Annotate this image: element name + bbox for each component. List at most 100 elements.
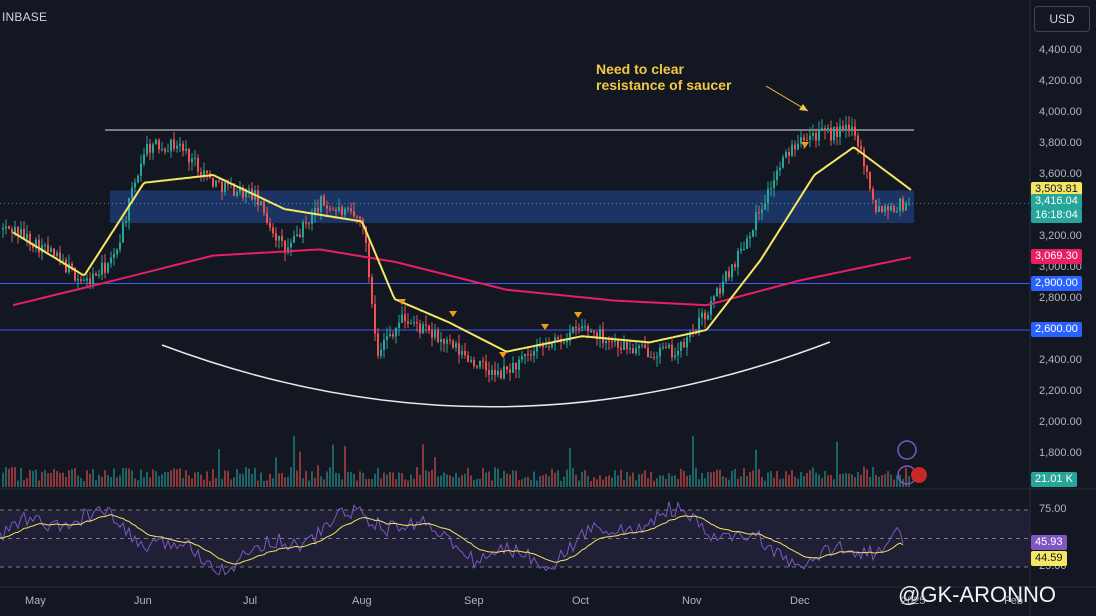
volume-bar: [503, 470, 505, 487]
volume-bar: [428, 471, 430, 487]
candle-body: [710, 300, 712, 315]
volume-bar: [896, 475, 898, 487]
candle-body: [734, 264, 736, 268]
volume-bar: [239, 473, 241, 487]
candle-body: [881, 206, 883, 212]
volume-bar: [644, 470, 646, 487]
volume-bar: [662, 475, 664, 487]
candle-body: [197, 157, 199, 172]
candle-body: [278, 235, 280, 241]
candle-body: [593, 330, 595, 333]
candle-body: [806, 140, 808, 142]
volume-bar: [155, 471, 157, 487]
volume-bar: [551, 468, 553, 487]
volume-series: [2, 435, 910, 487]
candle-body: [848, 124, 850, 130]
candle-body: [506, 366, 508, 370]
volume-bar: [59, 472, 61, 487]
candle-body: [425, 324, 427, 326]
candle-body: [284, 240, 286, 253]
volume-bar: [386, 474, 388, 487]
candle-body: [707, 314, 709, 320]
candle-body: [458, 343, 460, 355]
volume-bar: [749, 472, 751, 487]
volume-bar: [275, 457, 277, 487]
currency-selector[interactable]: USD: [1034, 6, 1090, 32]
volume-bar: [32, 470, 34, 487]
volume-bar: [17, 480, 19, 487]
candle-body: [719, 288, 721, 294]
volume-bar: [752, 470, 754, 487]
time-tick-label: Dec: [790, 595, 810, 607]
candle-body: [791, 144, 793, 156]
volume-bar: [764, 480, 766, 487]
candle-body: [110, 257, 112, 264]
candle-body: [617, 340, 619, 348]
volume-bar: [56, 470, 58, 487]
candle-body: [191, 158, 193, 163]
volume-bar: [104, 470, 106, 487]
volume-bar: [368, 478, 370, 487]
candle-body: [497, 370, 499, 376]
candle-body: [833, 126, 835, 141]
candle-body: [14, 226, 16, 234]
volume-bar: [434, 457, 436, 487]
time-tick-label: Aug: [352, 595, 372, 607]
candle-body: [659, 347, 661, 357]
volume-bar: [53, 469, 55, 487]
candle-body: [176, 145, 178, 149]
volume-bar: [794, 476, 796, 487]
volume-bar: [335, 472, 337, 487]
volume-bar: [803, 475, 805, 487]
candle-body: [572, 326, 574, 333]
candlestick-series: [2, 115, 910, 383]
volume-bar: [680, 468, 682, 487]
volume-bar: [314, 477, 316, 487]
candle-body: [749, 236, 751, 239]
candle-body: [140, 163, 142, 176]
volume-bar: [89, 473, 91, 487]
candle-body: [713, 296, 715, 301]
candle-body: [335, 209, 337, 211]
volume-bar: [761, 476, 763, 487]
candle-body: [359, 216, 361, 220]
candle-body: [647, 347, 649, 358]
volume-bar: [518, 479, 520, 487]
candle-body: [890, 206, 892, 211]
volume-bar: [572, 467, 574, 487]
candle-body: [224, 182, 226, 193]
volume-bar: [578, 480, 580, 487]
candle-body: [227, 182, 229, 185]
candle-body: [581, 326, 583, 329]
volume-bar: [140, 469, 142, 487]
candle-body: [74, 267, 76, 281]
volume-bar: [710, 472, 712, 487]
ma200-price-tag: 3,069.30: [1031, 249, 1082, 265]
candle-body: [161, 149, 163, 151]
time-tick-label: Sep: [464, 595, 484, 607]
volume-bar: [317, 465, 319, 487]
volume-bar: [548, 476, 550, 487]
candle-body: [200, 171, 202, 176]
candle-body: [344, 208, 346, 216]
candle-body: [566, 340, 568, 343]
candle-body: [701, 312, 703, 318]
volume-bar: [269, 473, 271, 487]
volume-bar: [65, 476, 67, 487]
volume-bar: [329, 467, 331, 487]
volume-bar: [407, 480, 409, 487]
candle-body: [188, 148, 190, 163]
volume-bar: [92, 469, 94, 487]
candle-body: [491, 369, 493, 375]
candle-body: [215, 180, 217, 187]
candle-body: [206, 170, 208, 173]
candle-body: [887, 206, 889, 211]
candle-body: [476, 365, 478, 368]
volume-bar: [431, 469, 433, 487]
candle-body: [665, 346, 667, 348]
candle-body: [179, 143, 181, 146]
volume-bar: [617, 475, 619, 487]
volume-bar: [50, 472, 52, 487]
rsi-value-tag: 45.93: [1031, 535, 1067, 551]
candle-body: [614, 340, 616, 342]
